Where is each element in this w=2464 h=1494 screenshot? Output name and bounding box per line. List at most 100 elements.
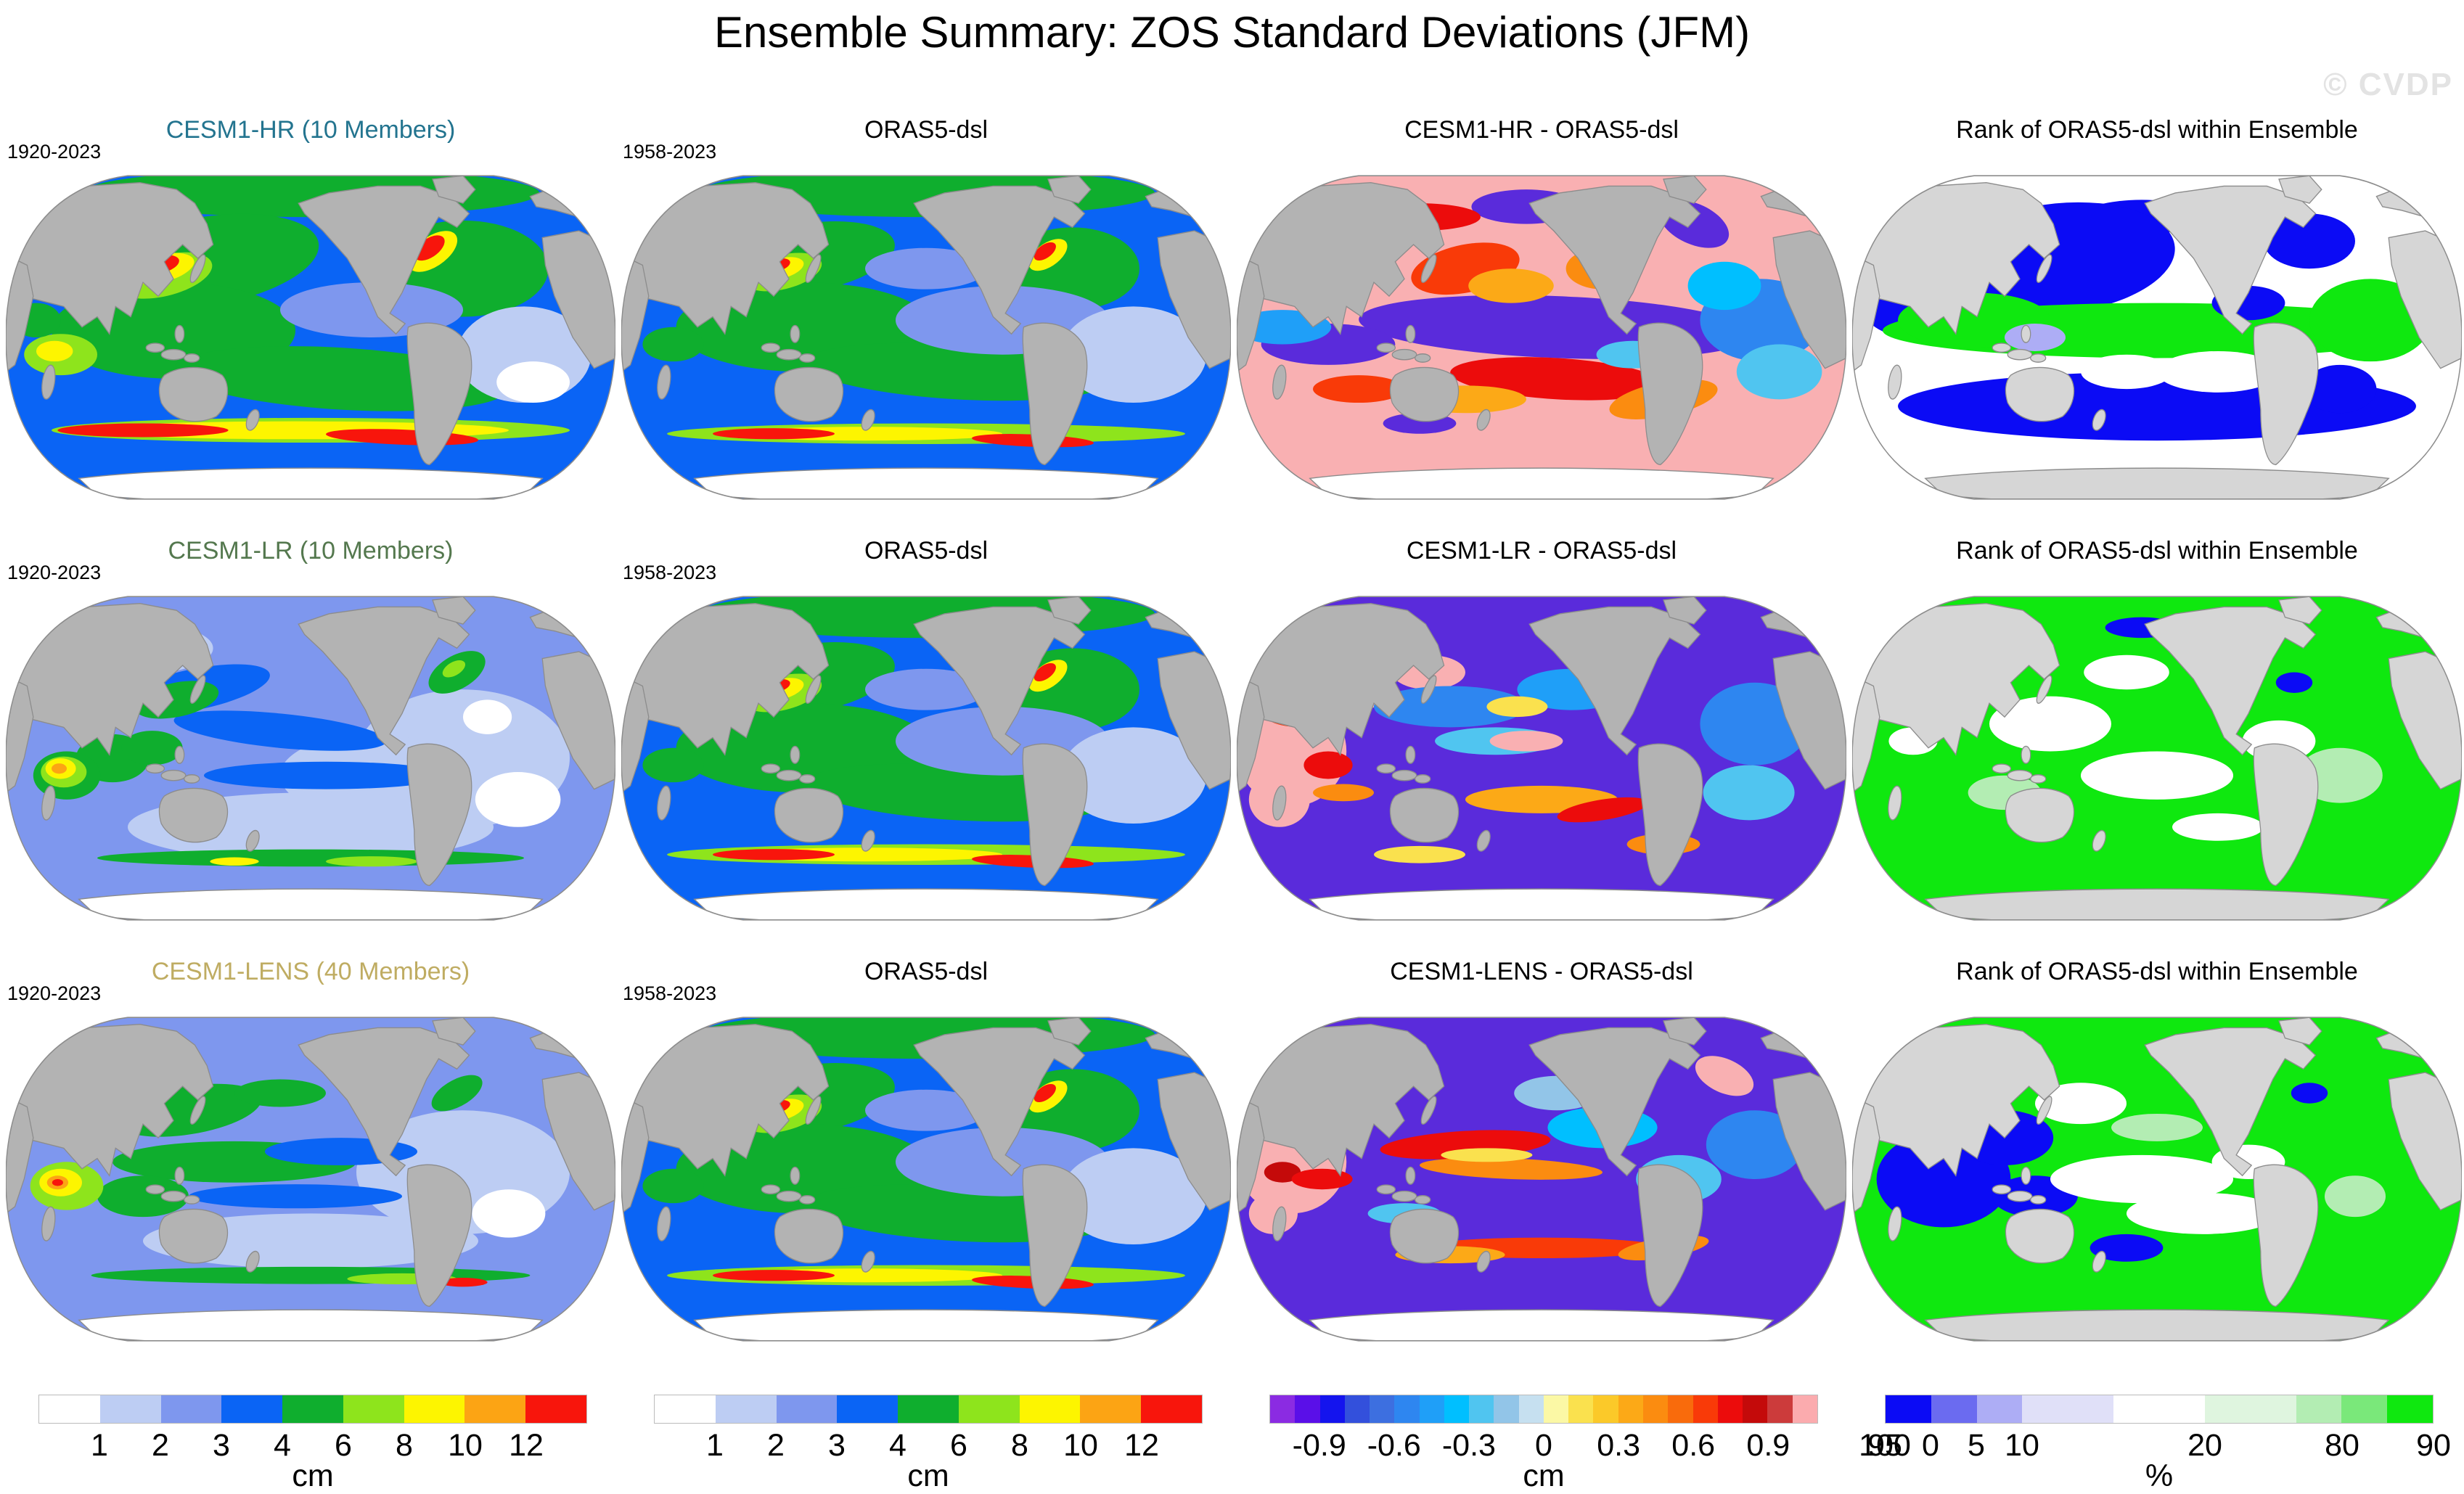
island-japan (1420, 1096, 1437, 1125)
colorbar-strip (1885, 1395, 2434, 1424)
island-japan (2036, 675, 2052, 705)
continent-australia (774, 366, 844, 422)
continent-africa-west-sliver (6, 1096, 34, 1215)
colorbar-segment (1394, 1395, 1420, 1423)
island-new-zealand (861, 829, 875, 852)
data-region (97, 1175, 189, 1218)
colorbar-1: 1 2 3 4 6 8 10 12 cm (38, 1395, 587, 1493)
data-region (463, 699, 512, 734)
colorbar-tick: 8 (1011, 1428, 1028, 1463)
panel-period: 1958-2023 (623, 562, 717, 583)
colorbar-segment (1270, 1395, 1296, 1423)
data-region (496, 361, 570, 403)
island-madagascar (657, 1206, 671, 1241)
continent-eurasia (1237, 181, 1445, 335)
colorbar-tick: 0.3 (1597, 1428, 1640, 1463)
islands-indonesia (2030, 353, 2047, 363)
continent-south-america (1022, 1164, 1088, 1308)
data-region (52, 1179, 63, 1186)
islands-indonesia (184, 774, 200, 784)
colorbar-segment (1931, 1395, 1977, 1423)
islands-indonesia (2007, 1190, 2033, 1202)
colorbar-segment (1717, 1395, 1743, 1423)
colorbar-segment (1295, 1395, 1320, 1423)
world-map (6, 175, 615, 500)
colorbar-tick: 3 (828, 1428, 846, 1463)
continent-africa-west-sliver (1237, 675, 1265, 794)
colorbar-tick: 8 (396, 1428, 413, 1463)
continent-antarctica (1924, 888, 2390, 920)
islands-indonesia (1376, 763, 1396, 774)
islands-indonesia (776, 1190, 802, 1202)
colorbar-segment (1444, 1395, 1470, 1423)
islands-indonesia (761, 763, 781, 774)
world-map (1852, 175, 2462, 500)
data-region (1420, 1157, 1603, 1180)
data-region (1034, 662, 1056, 682)
figure-title: Ensemble Summary: ZOS Standard Deviation… (713, 8, 1751, 57)
continent-eurasia (621, 181, 830, 335)
panel-title: Rank of ORAS5-dsl within Ensemble (1956, 537, 2358, 565)
data-region (2127, 1192, 2279, 1234)
data-region (1706, 1110, 1804, 1179)
world-map (1852, 596, 2462, 921)
continent-antarctica (1924, 1309, 2390, 1341)
islands-indonesia (160, 769, 187, 781)
colorbar-tick: 0 (1922, 1428, 1939, 1463)
continent-eurasia (1237, 1023, 1445, 1177)
colorbar-segment (837, 1395, 899, 1423)
colorbar-segment (1743, 1395, 1768, 1423)
colorbar-segment (1767, 1395, 1793, 1423)
colorbar-tick: 6 (335, 1428, 352, 1463)
data-region (1441, 1148, 1533, 1162)
continent-australia (158, 1208, 229, 1264)
data-region (1034, 1083, 1056, 1103)
panel-title: Rank of ORAS5-dsl within Ensemble (1956, 116, 2358, 144)
map-outline (1852, 596, 2462, 921)
colorbar-segment (343, 1395, 404, 1423)
island-madagascar (1272, 364, 1287, 400)
colorbar-tick: 10 (448, 1428, 483, 1463)
continent-antarctica (78, 888, 544, 920)
continent-south-america (2253, 743, 2319, 887)
map-outline (1237, 596, 1846, 921)
continent-eurasia (6, 602, 214, 756)
continent-eurasia (621, 602, 830, 756)
islands-indonesia (799, 1195, 816, 1204)
data-region (1291, 1168, 1353, 1190)
data-region (2005, 324, 2066, 351)
data-region (642, 1168, 704, 1204)
panel-r1-c1: CESM1-HR (10 Members) 1920-2023 (6, 116, 615, 512)
colorbar-segment (464, 1395, 526, 1423)
data-region (1034, 242, 1056, 261)
panel-period: 1920-2023 (7, 141, 102, 163)
panel-r1-c4: Rank of ORAS5-dsl within Ensemble (1852, 116, 2462, 512)
islands-indonesia (145, 1184, 165, 1195)
island-philippines (1405, 745, 1416, 764)
island-japan (189, 254, 206, 284)
colorbar-segment (958, 1395, 1020, 1423)
colorbar-tick: 12 (1124, 1428, 1159, 1463)
islands-indonesia (776, 769, 802, 781)
colorbar-segment (1618, 1395, 1643, 1423)
island-new-zealand (1476, 409, 1491, 431)
colorbar-segment (2296, 1395, 2342, 1423)
islands-indonesia (1992, 763, 2012, 774)
continent-europe-west-sliver (1237, 1058, 1253, 1087)
colorbar-segment (655, 1395, 716, 1423)
colorbar-tick: -0.9 (1292, 1428, 1346, 1463)
continent-africa-west-sliver (1852, 254, 1880, 373)
continent-australia (158, 787, 229, 843)
islands-indonesia (761, 1184, 781, 1195)
continent-eurasia (1237, 602, 1445, 756)
island-madagascar (41, 1206, 56, 1241)
continent-eurasia (6, 181, 214, 335)
map-outline (621, 175, 1231, 500)
colorbar-unit: cm (907, 1458, 949, 1493)
island-madagascar (1888, 785, 1902, 821)
continent-australia (2005, 787, 2075, 843)
colorbar-segment (1419, 1395, 1444, 1423)
continent-europe-west-sliver (621, 1058, 637, 1087)
colorbar-tick: 20 (2187, 1428, 2222, 1463)
cvdp-watermark: © CVDP (2323, 67, 2453, 102)
